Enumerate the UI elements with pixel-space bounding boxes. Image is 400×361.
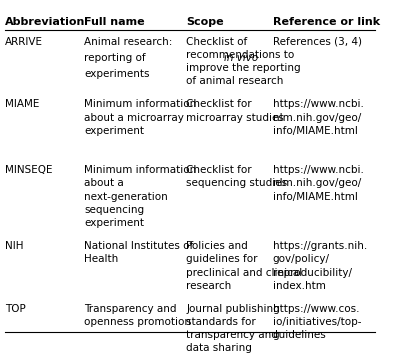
Text: experiments: experiments (84, 69, 150, 79)
Text: in vivo: in vivo (224, 53, 258, 63)
Text: Minimum information
about a
next-generation
sequencing
experiment: Minimum information about a next-generat… (84, 165, 196, 228)
Text: https://www.ncbi.
nlm.nih.gov/geo/
info/MIAME.html: https://www.ncbi. nlm.nih.gov/geo/ info/… (273, 99, 364, 136)
Text: reporting of: reporting of (84, 53, 149, 63)
Text: Journal publishing
standards for
transparency and
data sharing: Journal publishing standards for transpa… (186, 304, 280, 353)
Text: Checklist for
sequencing studies: Checklist for sequencing studies (186, 165, 287, 188)
Text: Minimum information
about a microarray
experiment: Minimum information about a microarray e… (84, 99, 196, 136)
Text: Full name: Full name (84, 17, 145, 27)
Text: Checklist for
microarray studies: Checklist for microarray studies (186, 99, 284, 122)
Text: MINSEQE: MINSEQE (5, 165, 53, 175)
Text: NIH: NIH (5, 241, 24, 251)
Text: Transparency and
openness promotion: Transparency and openness promotion (84, 304, 191, 327)
Text: https://www.ncbi.
nlm.nih.gov/geo/
info/MIAME.html: https://www.ncbi. nlm.nih.gov/geo/ info/… (273, 165, 364, 202)
Text: Animal research:: Animal research: (84, 37, 173, 47)
Text: https://www.cos.
io/initiatives/top-
guidelines: https://www.cos. io/initiatives/top- gui… (273, 304, 361, 340)
Text: MIAME: MIAME (5, 99, 40, 109)
Text: References (3, 4): References (3, 4) (273, 37, 362, 47)
Text: https://grants.nih.
gov/policy/
reproducibility/
index.htm: https://grants.nih. gov/policy/ reproduc… (273, 241, 367, 291)
Text: ARRIVE: ARRIVE (5, 37, 43, 47)
Text: Abbreviation: Abbreviation (5, 17, 86, 27)
Text: TOP: TOP (5, 304, 26, 314)
Text: Policies and
guidelines for
preclinical and clinical
research: Policies and guidelines for preclinical … (186, 241, 302, 291)
Text: Reference or link: Reference or link (273, 17, 380, 27)
Text: Checklist of
recommendations to
improve the reporting
of animal research: Checklist of recommendations to improve … (186, 37, 301, 86)
Text: Scope: Scope (186, 17, 224, 27)
Text: National Institutes of
Health: National Institutes of Health (84, 241, 194, 265)
